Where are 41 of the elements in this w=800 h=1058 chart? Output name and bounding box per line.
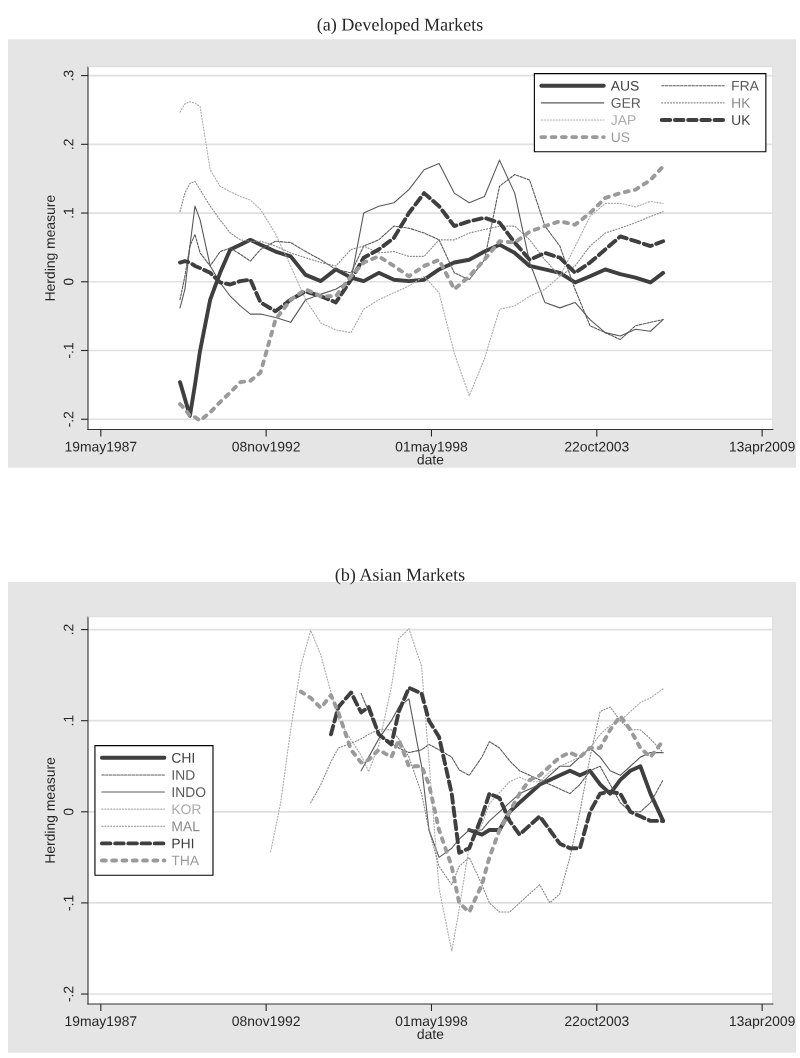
y-tick-label: .3 [63,70,74,81]
x-tick-label: 22oct2003 [565,1016,629,1027]
y-axis-title: Herding measure [44,757,58,863]
y-tick-label: -.1 [63,895,74,911]
legend-label: INDO [172,787,206,798]
legend-label: FRA [732,81,759,91]
x-tick-label: 22oct2003 [565,441,629,452]
legend-label: AUS [610,80,639,91]
x-tick-label: 13apr2009 [729,1016,795,1029]
x-tick-label: 13apr2009 [729,441,795,455]
x-axis-title: date [417,454,444,465]
x-tick-label: 08nov1992 [232,1016,300,1027]
x-tick-label: 19may1987 [65,441,137,455]
chart-title: (a) Developed Markets [317,17,483,35]
legend-label: PHI [172,838,194,849]
legend-label: HK [732,98,751,108]
chart-title: (b) Asian Markets [335,568,465,585]
y-tick-label: .2 [63,139,74,149]
legend-label: CHI [172,752,194,763]
y-tick-label: .2 [63,624,74,635]
legend-label: MAL [172,821,200,832]
legend-label: THA [171,855,200,866]
y-tick-label: -.2 [63,986,74,1002]
y-tick-label: 0 [63,278,74,286]
legend-label: IND [172,770,195,780]
y-tick-label: .1 [63,715,74,726]
legend-label: US [611,132,630,143]
y-axis-title: Herding measure [44,195,58,301]
legend-label: UK [732,115,751,125]
y-tick-label: 0 [63,808,74,816]
x-tick-label: 01may1998 [395,1016,468,1029]
legend-label: GER [611,98,641,108]
x-tick-label: 19may1987 [65,1016,137,1029]
y-tick-label: .1 [63,207,74,218]
legend-label: JAP [610,115,636,125]
x-tick-label: 01may1998 [395,441,468,455]
x-tick-label: 08nov1992 [232,441,300,452]
legend-label: KOR [172,804,201,815]
y-tick-label: -.2 [63,411,74,427]
x-axis-title: date [417,1028,444,1039]
y-tick-label: -.1 [63,343,74,358]
